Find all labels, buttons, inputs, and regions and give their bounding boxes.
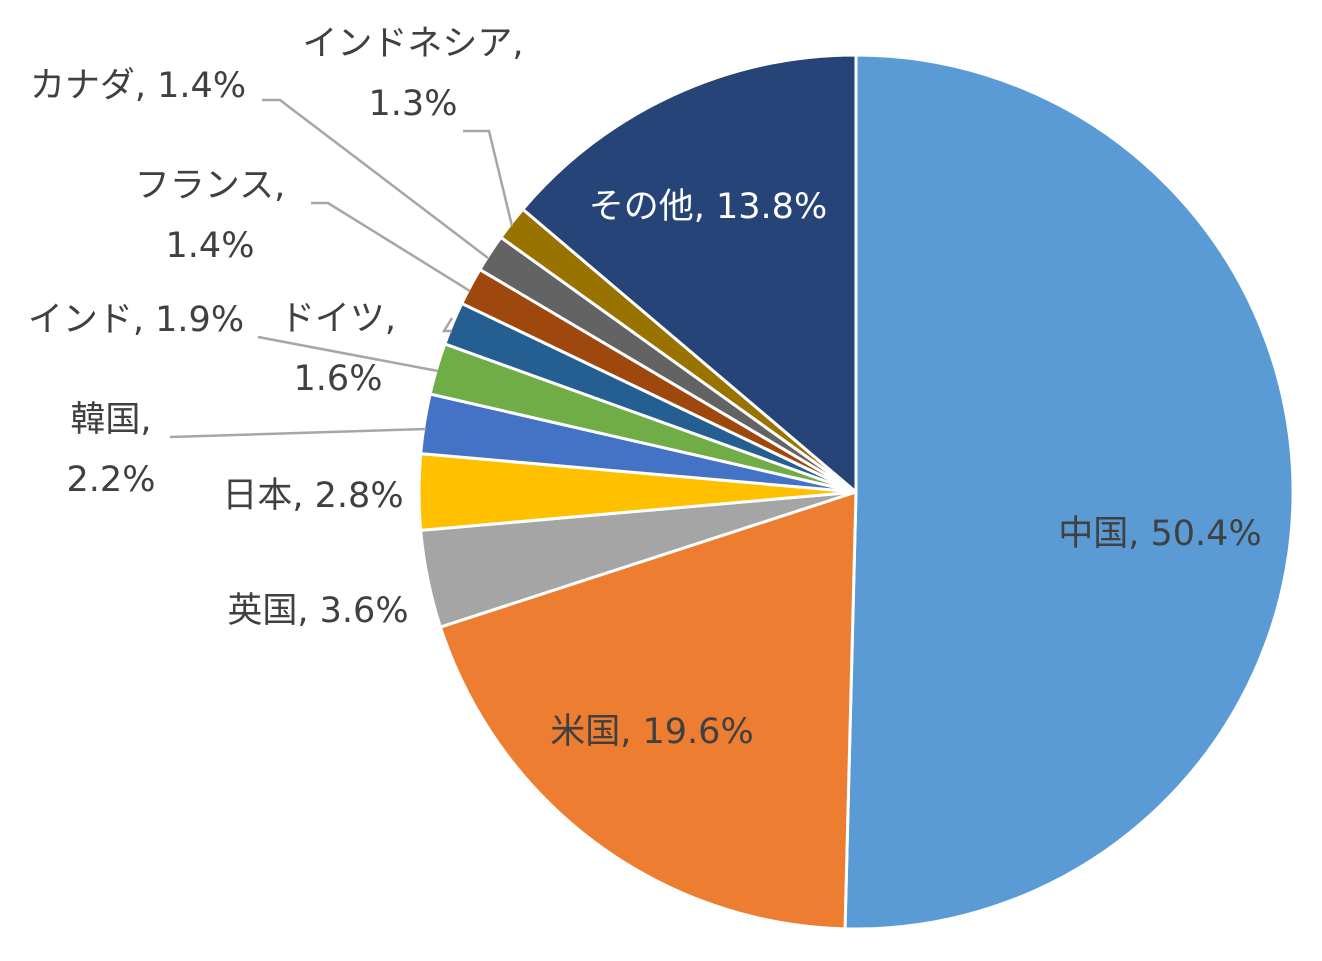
data-label-france: フランス, 1.4% <box>135 166 285 266</box>
leader-line-korea <box>169 427 427 439</box>
data-label-line: インドネシア, <box>302 24 523 64</box>
data-label-line: インド, 1.9% <box>28 300 244 340</box>
leader-line-canada <box>262 98 489 259</box>
data-label-uk: 英国, 3.6% <box>227 591 408 631</box>
data-label-line: カナダ, 1.4% <box>30 66 246 106</box>
data-label-line: 2.2% <box>67 460 156 500</box>
data-label-indonesia: インドネシア, 1.3% <box>302 24 523 124</box>
leader-lines-layer <box>169 98 514 439</box>
data-labels-layer: 中国, 50.4% 米国, 19.6% 英国, 3.6% 日本, 2.8% 韓国, 2.2… <box>28 24 1262 752</box>
leader-line-indonesia <box>463 129 514 227</box>
data-label-line: フランス, <box>135 166 285 206</box>
data-label-china: 中国, 50.4% <box>1058 514 1261 554</box>
slices-layer <box>417 53 1295 931</box>
data-label-line: 1.3% <box>369 84 458 124</box>
data-label-korea: 韓国, 2.2% <box>67 400 156 500</box>
data-label-line: その他, 13.8% <box>589 187 827 227</box>
data-label-line: 1.4% <box>166 226 255 266</box>
data-label-other: その他, 13.8% <box>589 187 827 227</box>
data-label-germany: ドイツ, 1.6% <box>280 299 396 399</box>
leader-line-india <box>257 335 439 373</box>
data-label-line: 中国, 50.4% <box>1058 514 1261 554</box>
pie-slice-china <box>843 53 1295 931</box>
data-label-line: 1.6% <box>294 359 383 399</box>
data-label-line: ドイツ, <box>280 299 396 339</box>
data-label-canada: カナダ, 1.4% <box>30 66 246 106</box>
data-label-line: 日本, 2.8% <box>222 476 403 516</box>
data-label-line: 英国, 3.6% <box>227 591 408 631</box>
data-label-japan: 日本, 2.8% <box>222 476 403 516</box>
data-label-line: 米国, 19.6% <box>550 712 753 752</box>
data-label-line: 韓国, <box>70 400 151 440</box>
pie-slice-usa <box>438 490 858 931</box>
data-label-usa: 米国, 19.6% <box>550 712 753 752</box>
data-label-india: インド, 1.9% <box>28 300 244 340</box>
pie-slice-other <box>521 53 858 494</box>
leader-line-germany <box>441 317 454 333</box>
leader-line-france <box>311 201 471 293</box>
